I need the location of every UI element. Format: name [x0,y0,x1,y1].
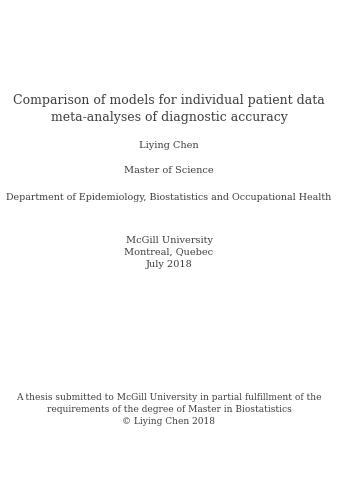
Text: Master of Science: Master of Science [124,166,214,175]
Text: © Liying Chen 2018: © Liying Chen 2018 [122,417,216,426]
Text: Department of Epidemiology, Biostatistics and Occupational Health: Department of Epidemiology, Biostatistic… [6,193,332,202]
Text: Liying Chen: Liying Chen [139,141,199,150]
Text: July 2018: July 2018 [146,260,192,269]
Text: meta-analyses of diagnostic accuracy: meta-analyses of diagnostic accuracy [51,110,287,124]
Text: McGill University: McGill University [125,236,213,245]
Text: Comparison of models for individual patient data: Comparison of models for individual pati… [13,94,325,107]
Text: A thesis submitted to McGill University in partial fulfillment of the: A thesis submitted to McGill University … [16,393,322,402]
Text: requirements of the degree of Master in Biostatistics: requirements of the degree of Master in … [47,405,291,414]
Text: Montreal, Quebec: Montreal, Quebec [124,248,214,257]
